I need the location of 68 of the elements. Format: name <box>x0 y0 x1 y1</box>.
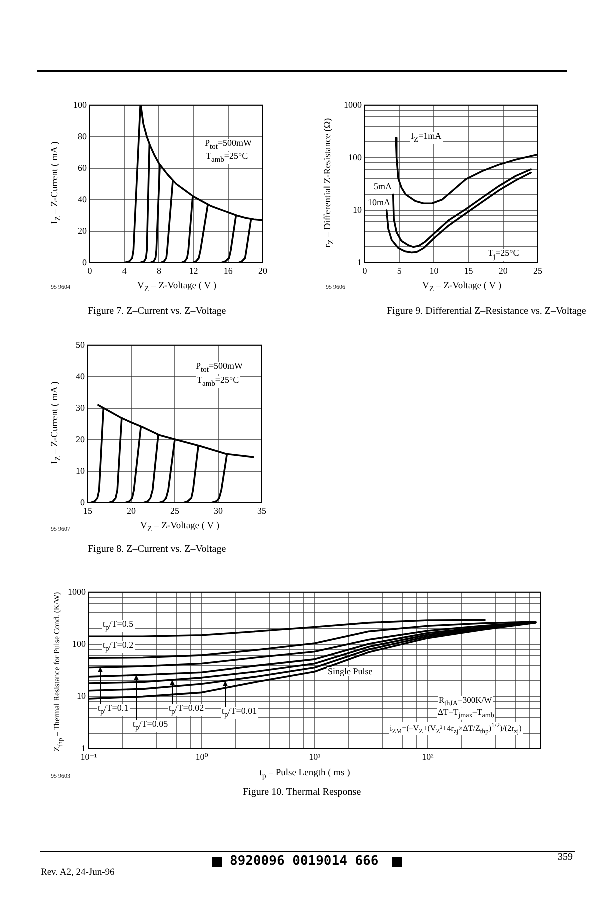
text: t$_{p}$/T=0.01 <box>221 706 258 719</box>
series-label: 5mA <box>373 181 393 192</box>
x-tick-label: 20 <box>258 266 268 276</box>
y-tick-label: 100 <box>72 638 86 649</box>
text: Figure 7. Z–Current vs. Z–Voltage <box>88 306 226 318</box>
series-label: Single Pulse <box>327 666 374 677</box>
annotation: ΔT=T$_{jmax}$–T$_{amb}$ <box>437 706 496 720</box>
annotation: T$_{amb}$=25°C <box>196 375 240 388</box>
text: Figure 9. Differential Z–Resistance vs. Z–Voltage <box>387 306 586 318</box>
x-axis-title: V$_{Z}$ – Z-Voltage ( V ) <box>137 281 217 294</box>
y-tick-label: 30 <box>76 402 86 413</box>
annotation: P$_{tot}$=500mW <box>195 361 244 374</box>
x-tick-label: 16 <box>224 266 234 276</box>
x-tick-label: 8 <box>156 266 162 276</box>
y-tick-label: 100 <box>74 100 88 110</box>
y-tick-label: 0 <box>80 497 86 508</box>
x-tick-label: 10⁰ <box>196 752 209 762</box>
x-tick-label: 10² <box>422 752 434 762</box>
y-tick-label: 60 <box>78 162 88 173</box>
series-label: t$_{p}$/T=0.2 <box>102 640 135 653</box>
x-tick-label: 10¹ <box>309 752 322 762</box>
y-tick-label: 80 <box>78 131 88 142</box>
y-tick-label: 10 <box>353 204 362 215</box>
x-tick-label: 25 <box>534 266 543 276</box>
text: i$_{ZM}$=(–V$_{Z}$+(V$_{Z}$²+4r$_{zj}$×ΔT/Z$_{thp}$)$^{1/2}$)/(2r$_{zj}$) <box>390 722 522 736</box>
text: 8920096 0019014 666 <box>229 854 380 870</box>
x-tick-label: 10⁻¹ <box>80 752 98 762</box>
annotation: T$_{j}$=25°C <box>487 248 520 261</box>
annotation: R$_{thJA}$=300K/W <box>438 694 494 708</box>
y-tick-label: 20 <box>78 226 88 236</box>
x-tick-label: 5 <box>397 266 402 276</box>
y-tick-label: 50 <box>76 340 86 350</box>
y-tick-label: 100 <box>348 152 362 162</box>
text: Figure 10. Thermal Response <box>243 786 362 798</box>
text: t$_{p}$/T=0.02 <box>168 703 206 716</box>
text: 359 <box>557 852 574 864</box>
x-tick-label: 10 <box>430 266 440 276</box>
series-label: t$_{p}$/T=0.5 <box>102 619 135 632</box>
y-tick-label: 10 <box>77 691 86 702</box>
x-tick-label: 30 <box>214 506 224 516</box>
x-tick-label: 20 <box>127 506 136 516</box>
y-tick-label: 40 <box>76 371 86 382</box>
x-tick-label: 35 <box>258 506 267 516</box>
x-axis-title: V$_{Z}$ – Z-Voltage ( V ) <box>422 281 502 294</box>
y-tick-label: 40 <box>78 194 88 204</box>
text: Rev. A2, 24-Jun-96 <box>40 868 116 879</box>
annotation: T$_{amb}$=25°C <box>205 151 250 164</box>
y-tick-label: 20 <box>76 434 86 444</box>
x-tick-label: 15 <box>84 506 93 516</box>
text: t$_{p}$/T=0.1 <box>97 703 130 716</box>
y-tick-label: 0 <box>82 257 88 268</box>
x-tick-label: 12 <box>189 266 198 276</box>
y-tick-label: 1 <box>82 743 86 754</box>
y-tick-label: 10 <box>76 466 86 476</box>
x-axis-title: V$_{Z}$ – Z-Voltage ( V ) <box>140 521 220 534</box>
series-label: I$_{Z}$=1mA <box>410 131 443 144</box>
x-tick-label: 25 <box>170 506 180 516</box>
text: Figure 8. Z–Current vs. Z–Voltage <box>88 544 226 556</box>
y-tick-label: 1000 <box>68 586 86 597</box>
x-tick-label: 20 <box>498 266 508 276</box>
x-tick-label: 4 <box>122 266 128 276</box>
series-label: 10mA <box>367 197 392 208</box>
annotation: P$_{tot}$=500mW <box>204 138 254 151</box>
y-tick-label: 1 <box>358 257 362 268</box>
x-axis-title: t$_{p}$ – Pulse Length ( ms ) <box>260 768 350 781</box>
text: t$_{p}$/T=0.05 <box>132 719 170 732</box>
x-tick-label: 15 <box>464 266 474 276</box>
y-tick-label: 1000 <box>344 100 362 110</box>
